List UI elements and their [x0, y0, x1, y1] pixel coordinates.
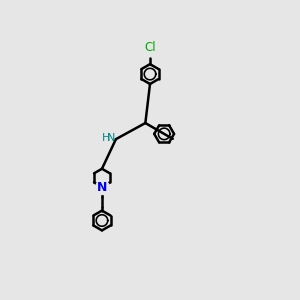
Text: Cl: Cl — [144, 41, 156, 54]
Text: H: H — [102, 133, 110, 142]
Text: N: N — [107, 133, 115, 142]
Text: N: N — [97, 181, 107, 194]
